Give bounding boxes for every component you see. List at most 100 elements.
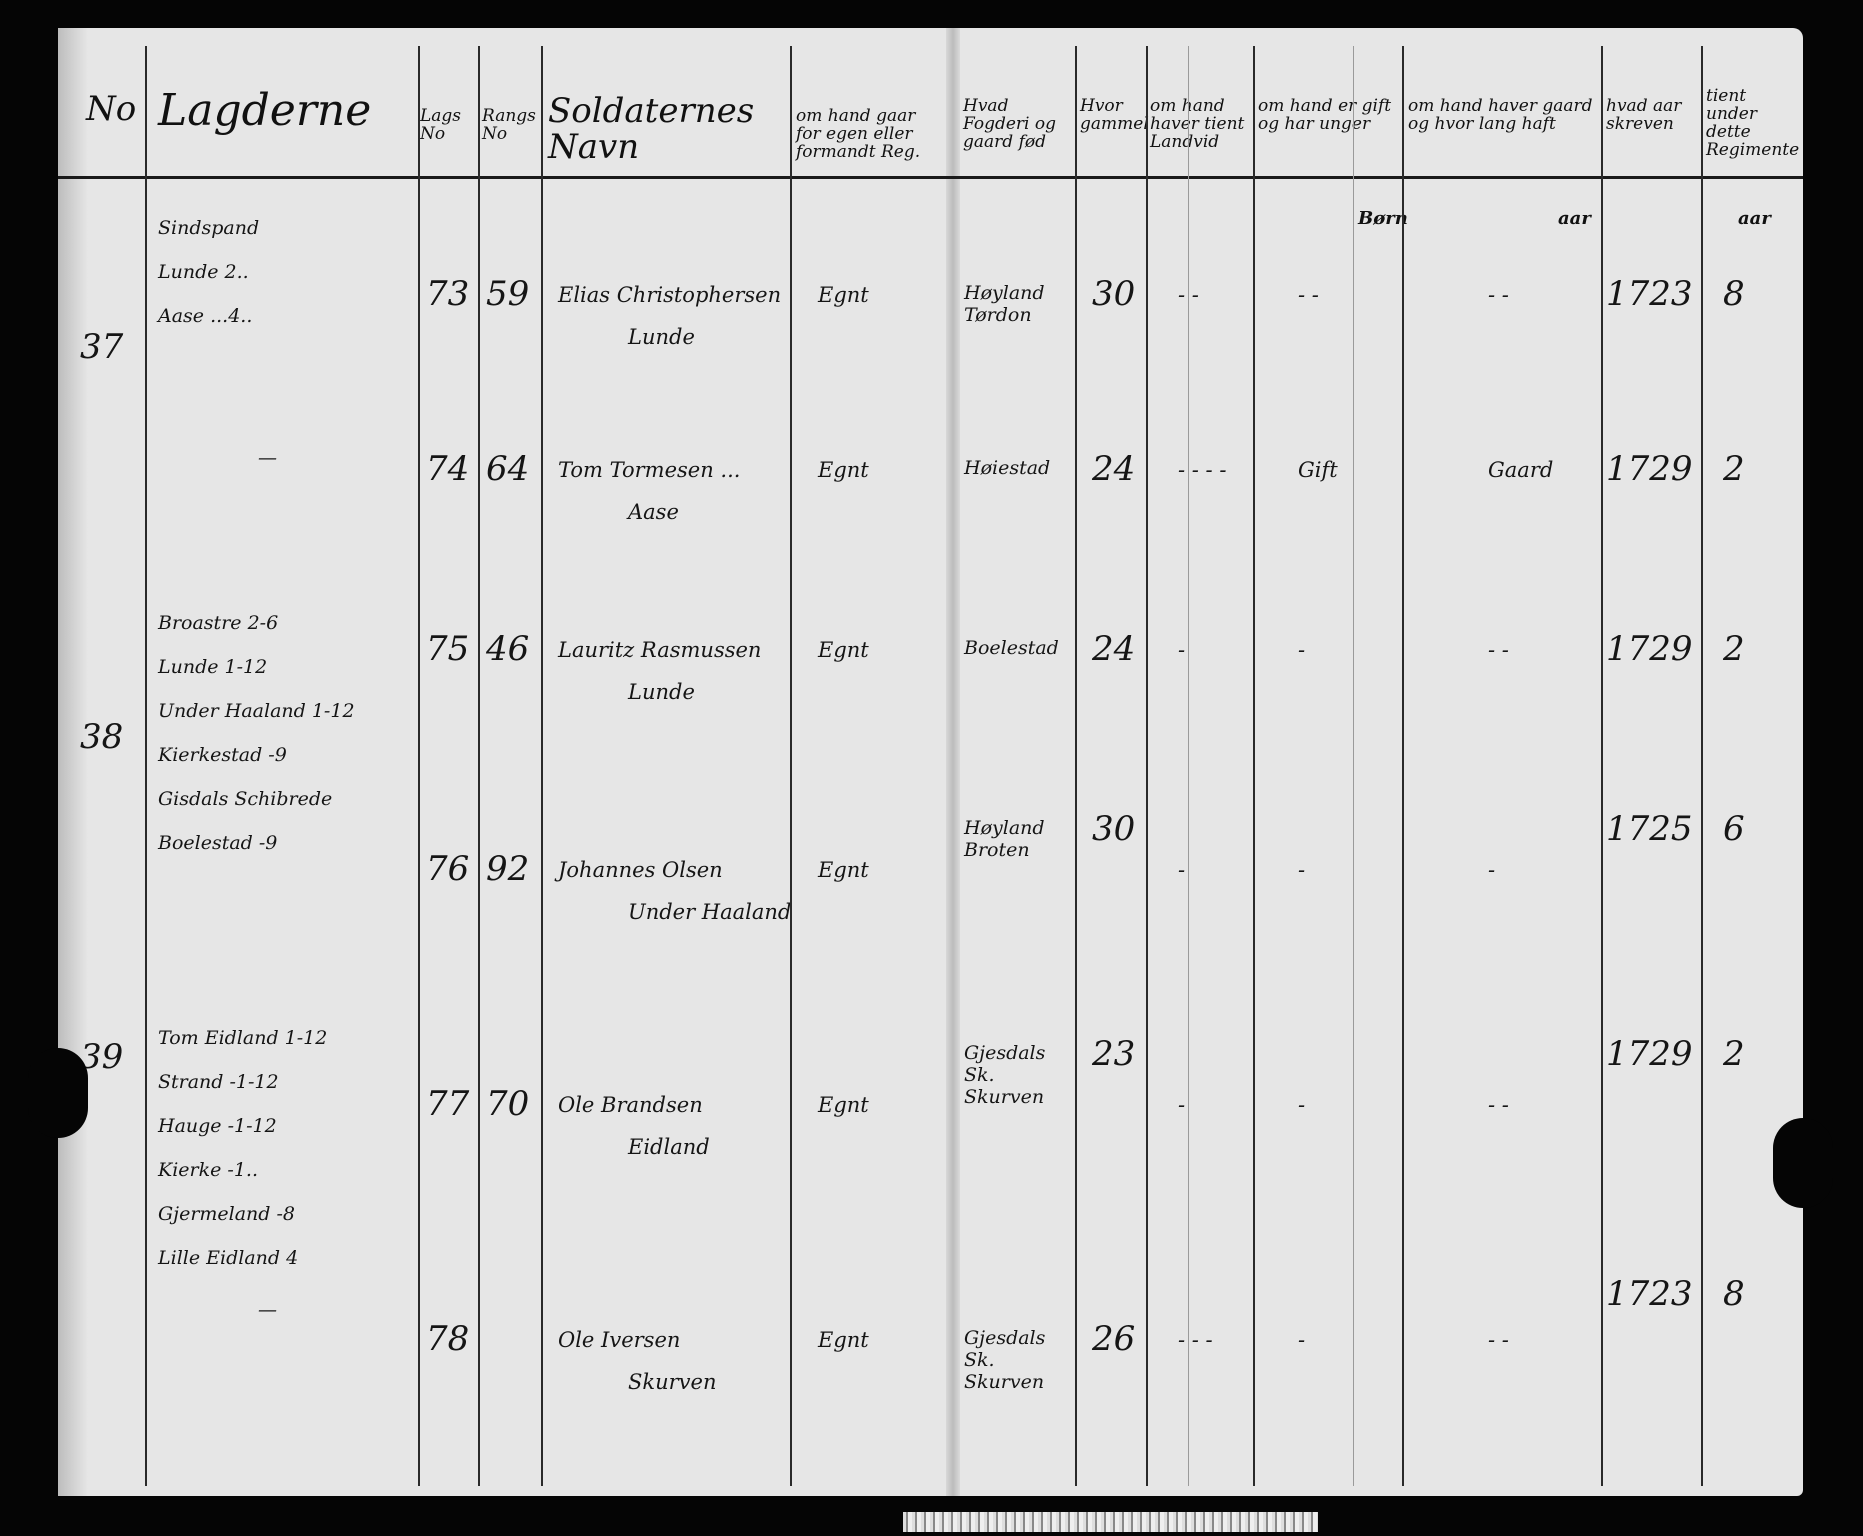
soldier-name-line: Lunde: [628, 680, 695, 704]
lagderne-line: Under Haaland 1-12: [158, 700, 355, 722]
lagderne-line: Lunde 2..: [158, 261, 249, 283]
fogderi-line: Skurven: [964, 1370, 1045, 1393]
fogderi-cell: Høyland Tørdon: [964, 282, 1070, 327]
gaard-status: Gaard: [1488, 458, 1554, 482]
header-aar-skreven: hvad aar skreven: [1606, 96, 1682, 134]
lagderne-line: Lille Eidland 4: [158, 1247, 299, 1269]
rangs-number: 59: [486, 274, 530, 314]
header-alder: Hvor gammel: [1080, 96, 1149, 134]
column-rule: [1701, 46, 1703, 1486]
fogderi-line: Skurven: [964, 1085, 1045, 1108]
lagderne-line: Lunde 1-12: [158, 656, 268, 678]
fogderi-cell: Gjesdals Sk. Skurven: [964, 1327, 1070, 1394]
soldier-name-line: Under Haaland: [628, 900, 792, 924]
header-gaard-tid: om hand haver gaard og hvor lang haft: [1408, 96, 1593, 134]
year-enlisted: 1729: [1606, 449, 1693, 489]
lagderne-line: Sindspand: [158, 217, 260, 239]
page-notch-left: [28, 1048, 88, 1138]
egen-status: Egnt: [818, 1328, 869, 1352]
lagderne-line: Kierkestad -9: [158, 744, 287, 766]
header-soldaternes-navn: Soldaternes Navn: [548, 91, 755, 167]
ledger-page: No Lagderne Lags No Rangs No Soldaternes…: [28, 28, 1833, 1496]
gift-status: - -: [1298, 283, 1319, 307]
year-enlisted: 1725: [1606, 809, 1693, 849]
gaard-status: - -: [1488, 1093, 1509, 1117]
column-rule: [1146, 46, 1148, 1486]
lagderne-line: Hauge -1-12: [158, 1115, 277, 1137]
column-rule: [1402, 46, 1404, 1486]
header-no: No: [86, 89, 137, 129]
gift-status: -: [1298, 1093, 1306, 1117]
fogderi-line: Høiestad: [964, 457, 1051, 479]
lagderne-line: Aase ...4..: [158, 305, 253, 327]
egen-status: Egnt: [818, 458, 869, 482]
gaard-status: - -: [1488, 1328, 1509, 1352]
rangs-number: 46: [486, 629, 530, 669]
lags-number: 78: [426, 1319, 470, 1359]
rangs-number: 92: [486, 849, 530, 889]
rangs-number: 64: [486, 449, 530, 489]
header-tient-landvid: om hand haver tient Landvid: [1150, 96, 1245, 152]
sub-label-aar-tient: aar: [1738, 208, 1771, 229]
year-enlisted: 1729: [1606, 1034, 1693, 1074]
rangs-number: 70: [486, 1084, 530, 1124]
tient-landvid: -: [1178, 1093, 1186, 1117]
fogderi-line: Gjesdals Sk.: [964, 1327, 1046, 1371]
lagderne-line: Broastre 2-6: [158, 612, 279, 634]
header-fogderi-gaard: Hvad Fogderi og gaard fød: [963, 96, 1057, 152]
soldier-name-line: Eidland: [628, 1135, 710, 1159]
column-rule: [1601, 46, 1603, 1486]
soldier-name-line: Elias Christophersen: [558, 283, 782, 307]
fogderi-cell: Boelestad: [964, 637, 1070, 660]
gift-status: -: [1298, 1328, 1306, 1352]
age: 30: [1092, 809, 1136, 849]
column-rule-faint: [1188, 46, 1189, 1486]
header-gift: om hand er gift og har unger: [1258, 96, 1392, 134]
lags-number: 73: [426, 274, 470, 314]
lag-number: 39: [80, 1037, 124, 1077]
gift-status: -: [1298, 858, 1306, 882]
fogderi-line: Tørdon: [964, 303, 1032, 326]
years-served: 6: [1723, 809, 1745, 849]
year-enlisted: 1723: [1606, 274, 1693, 314]
gift-status: -: [1298, 638, 1306, 662]
column-rule: [418, 46, 420, 1486]
fogderi-line: Gjesdals Sk.: [964, 1042, 1046, 1086]
soldier-name-line: Lunde: [628, 325, 695, 349]
header-tient-regimente: tient under dette Regimente: [1706, 86, 1800, 160]
tient-landvid: -: [1178, 638, 1186, 662]
gaard-status: - -: [1488, 283, 1509, 307]
tient-landvid: - - -: [1178, 1328, 1213, 1352]
lag-number: 38: [80, 717, 124, 757]
column-rule: [1253, 46, 1255, 1486]
years-served: 8: [1723, 1274, 1745, 1314]
fogderi-line: Høyland: [964, 817, 1045, 839]
years-served: 2: [1723, 449, 1745, 489]
column-rule: [1075, 46, 1077, 1486]
years-served: 8: [1723, 274, 1745, 314]
lagderne-line: Gjermeland -8: [158, 1203, 296, 1225]
gift-status: Gift: [1298, 458, 1338, 482]
column-rule: [145, 46, 147, 1486]
fogderi-cell: Høiestad: [964, 457, 1070, 480]
age: 23: [1092, 1034, 1136, 1074]
column-rule-faint: [1353, 46, 1354, 1486]
lag-number: 37: [80, 327, 124, 367]
lagderne-line: —: [258, 1299, 277, 1321]
years-served: 2: [1723, 1034, 1745, 1074]
soldier-name-line: Lauritz Rasmussen: [558, 638, 762, 662]
gaard-status: -: [1488, 858, 1496, 882]
book-gutter: [946, 28, 960, 1496]
egen-status: Egnt: [818, 283, 869, 307]
page-notch-right: [1773, 1118, 1833, 1208]
header-rangs-no: Rangs No: [482, 106, 536, 144]
age: 30: [1092, 274, 1136, 314]
age: 26: [1092, 1319, 1136, 1359]
soldier-name-line: Ole Brandsen: [558, 1093, 703, 1117]
column-rule: [790, 46, 792, 1486]
age: 24: [1092, 449, 1136, 489]
year-enlisted: 1729: [1606, 629, 1693, 669]
lagderne-line: Tom Eidland 1-12: [158, 1027, 328, 1049]
fogderi-cell: Gjesdals Sk. Skurven: [964, 1042, 1070, 1109]
header-lags-no: Lags No: [420, 106, 462, 144]
